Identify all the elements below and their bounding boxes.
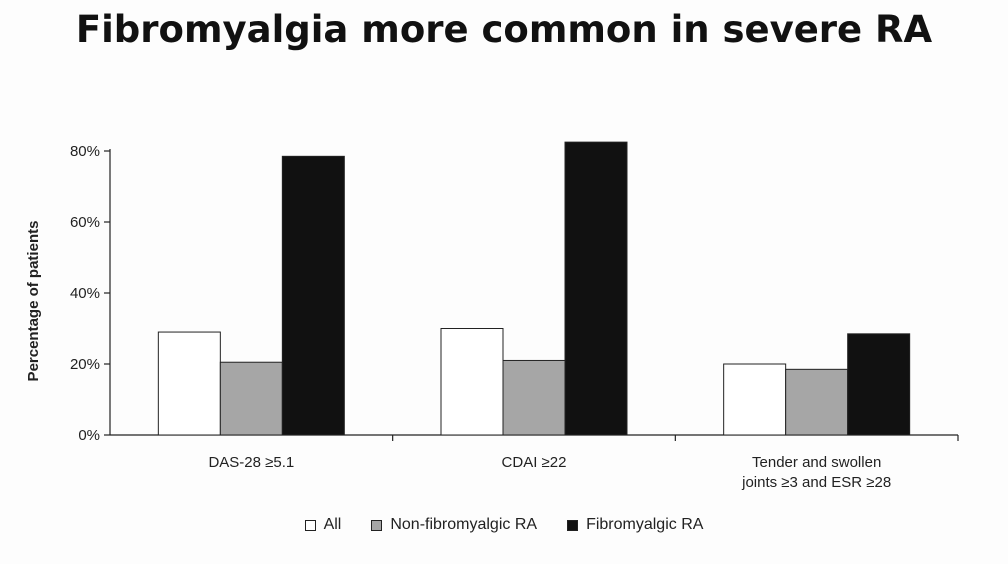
- y-tick-label: 60%: [70, 214, 100, 231]
- legend-label: Non-fibromyalgic RA: [390, 516, 538, 533]
- legend-swatch: [567, 519, 579, 531]
- bars: [157, 141, 911, 436]
- x-category-label: joints ≥3 and ESR ≥28: [741, 474, 891, 491]
- bar-non-fibromyalgic-ra-2: [785, 368, 849, 436]
- bar-fibromyalgic-ra-2: [847, 333, 911, 436]
- x-category-label: CDAI ≥22: [502, 454, 567, 471]
- x-category-label: DAS-28 ≥5.1: [208, 454, 294, 471]
- y-axis-title: Percentage of patients: [25, 221, 42, 382]
- legend-item: All: [304, 516, 342, 534]
- bar-fibromyalgic-ra-0: [281, 155, 345, 436]
- bar-all-2: [723, 363, 787, 436]
- bar-all-0: [157, 331, 221, 436]
- legend-label: All: [323, 516, 342, 533]
- slide-title: Fibromyalgia more common in severe RA: [75, 8, 933, 51]
- legend-item: Non-fibromyalgic RA: [371, 516, 537, 534]
- x-category-label: Tender and swollen: [752, 454, 881, 471]
- y-tick-label: 40%: [70, 285, 100, 302]
- y-tick-label: 80%: [70, 143, 100, 160]
- legend-swatch: [371, 519, 383, 531]
- labels: 0% 20% 40% 60% 80% Percentage of patients DAS-…: [25, 143, 891, 491]
- bar-all-1: [440, 328, 504, 436]
- bar-fibromyalgic-ra-1: [564, 141, 628, 436]
- bar-non-fibromyalgic-ra-0: [219, 361, 283, 436]
- y-tick-label: 0%: [78, 427, 100, 444]
- legend-swatch: [304, 519, 316, 531]
- bar-non-fibromyalgic-ra-1: [502, 359, 566, 436]
- legend: All Non-fibromyalgic RA Fibromyalgic RA: [0, 516, 1008, 534]
- y-tick-label: 20%: [70, 356, 100, 373]
- legend-item: Fibromyalgic RA: [567, 516, 703, 534]
- legend-label: Fibromyalgic RA: [586, 516, 704, 533]
